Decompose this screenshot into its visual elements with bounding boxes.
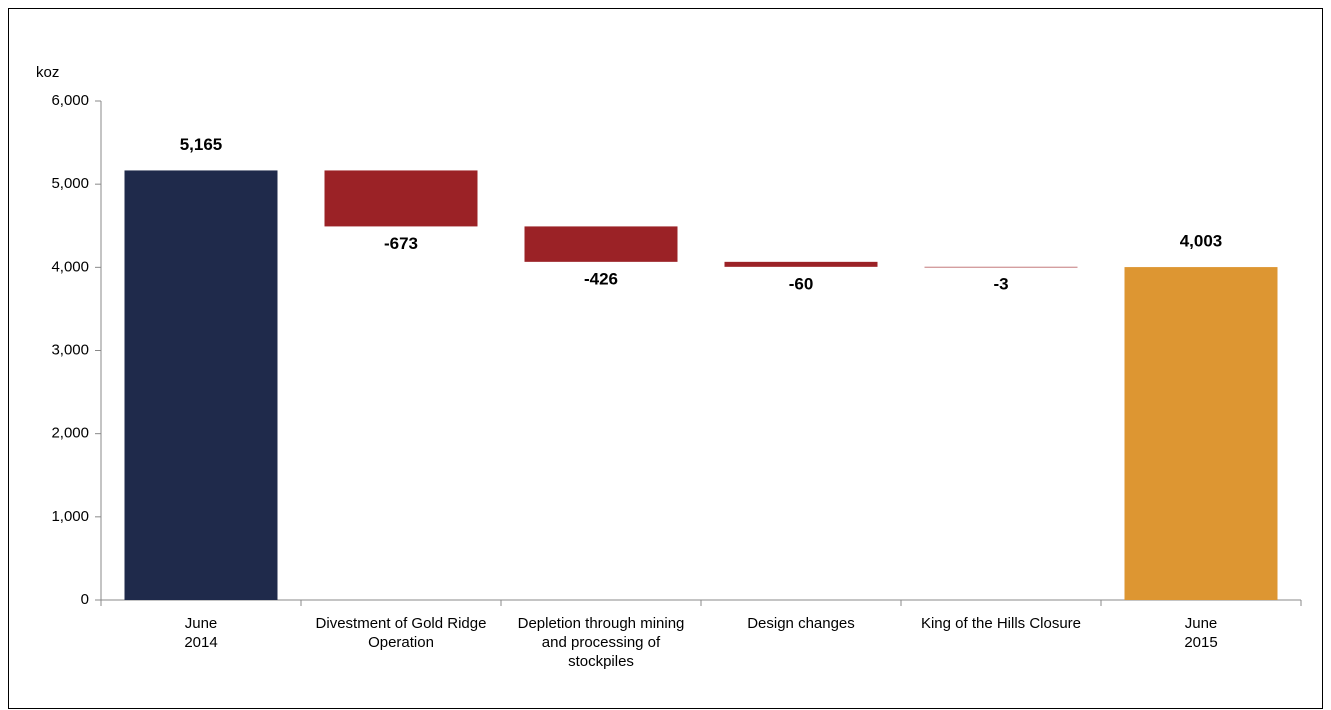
y-tick-label: 1,000 bbox=[51, 508, 89, 525]
y-tick-label: 6,000 bbox=[51, 92, 89, 109]
x-tick-label: June 2015 bbox=[1184, 615, 1217, 651]
y-tick-label: 0 bbox=[81, 591, 89, 608]
bar bbox=[724, 261, 878, 267]
x-tick-label: Design changes bbox=[747, 615, 855, 632]
bar bbox=[524, 226, 678, 262]
x-tick-label: Divestment of Gold Ridge Operation bbox=[316, 615, 487, 651]
bar bbox=[324, 170, 478, 227]
value-label: -60 bbox=[789, 274, 814, 293]
value-label: -426 bbox=[584, 269, 618, 288]
bar bbox=[1124, 267, 1278, 600]
x-tick-label: Depletion through mining and processing o… bbox=[518, 615, 685, 670]
bar bbox=[924, 266, 1078, 268]
y-axis-label: koz bbox=[36, 64, 59, 81]
bar bbox=[124, 170, 278, 601]
value-label: 5,165 bbox=[180, 135, 223, 154]
y-tick-label: 4,000 bbox=[51, 258, 89, 275]
y-tick-label: 3,000 bbox=[51, 341, 89, 358]
value-label: 4,003 bbox=[1180, 232, 1223, 251]
value-label: -673 bbox=[384, 234, 418, 253]
x-tick-label: June 2014 bbox=[184, 615, 217, 651]
y-tick-label: 2,000 bbox=[51, 425, 89, 442]
value-label: -3 bbox=[993, 275, 1008, 294]
y-tick-label: 5,000 bbox=[51, 175, 89, 192]
x-tick-label: King of the Hills Closure bbox=[921, 615, 1081, 632]
